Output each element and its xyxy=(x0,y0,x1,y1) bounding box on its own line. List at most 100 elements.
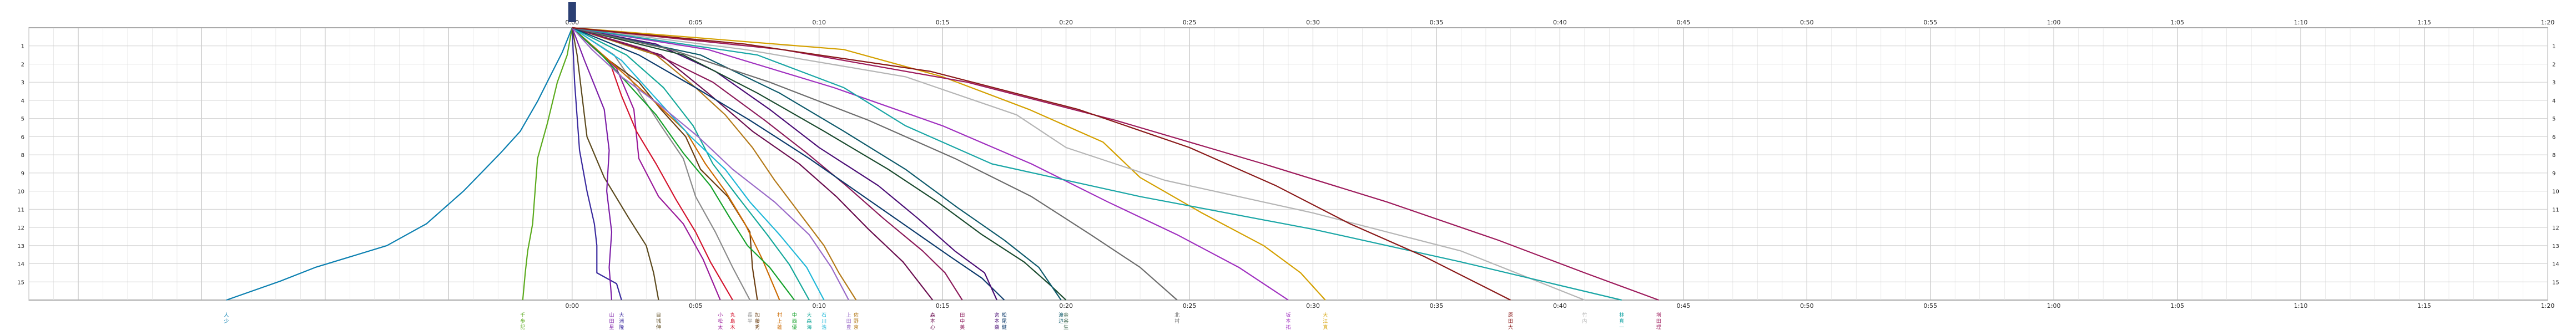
finish-label-char: 島 xyxy=(730,318,735,324)
finish-label-char: 目 xyxy=(656,312,661,318)
series-line-28 xyxy=(572,27,1511,301)
finish-label-3: 大浦隆 xyxy=(619,312,624,331)
x-tick-label-bottom: 0:15 xyxy=(936,302,950,309)
finish-label-23: 坂本拓 xyxy=(1286,312,1290,331)
x-tick-label-top: 0:40 xyxy=(1553,19,1567,26)
lane-label-right: 4 xyxy=(2552,98,2555,104)
x-tick-label-bottom: 1:05 xyxy=(2170,302,2184,309)
series-line-11 xyxy=(572,27,795,301)
x-tick-label-top: 0:20 xyxy=(1059,19,1073,26)
start-marker xyxy=(568,2,576,22)
series-line-7 xyxy=(572,27,733,301)
finish-label-char: 城 xyxy=(656,318,661,324)
x-tick-label-bottom: 1:20 xyxy=(2541,302,2555,309)
x-tick-label-bottom: 0:00 xyxy=(565,302,579,309)
x-tick-label-bottom: 0:55 xyxy=(1923,302,1937,309)
finish-label-char: 雄 xyxy=(777,324,782,331)
lane-label-right: 6 xyxy=(2552,134,2555,140)
finish-label-20: 金谷生 xyxy=(1063,312,1068,331)
lane-label-left: 9 xyxy=(21,171,24,177)
x-tick-label-top: 0:15 xyxy=(936,19,950,26)
series-line-1 xyxy=(226,27,573,301)
x-tick-label-bottom: 0:05 xyxy=(689,302,703,309)
finish-label-22: 北村 xyxy=(1174,312,1179,324)
finish-label-8: 長平 xyxy=(748,312,753,324)
finish-label-2: 千歩記 xyxy=(520,312,525,331)
finish-label-char: 秀 xyxy=(755,324,760,331)
finish-label-char: 加 xyxy=(755,312,760,318)
finish-label-char: 辺 xyxy=(1058,318,1063,324)
lane-label-left: 6 xyxy=(21,134,24,140)
finish-label-24: 大江真 xyxy=(1323,312,1328,331)
series-line-16 xyxy=(572,27,934,301)
x-tick-label-top: 0:30 xyxy=(1306,19,1320,26)
finish-label-char: 生 xyxy=(1063,324,1068,331)
finish-label-char: 渡 xyxy=(1058,312,1063,318)
finish-label-char: 中 xyxy=(792,312,797,318)
finish-label-char: 西 xyxy=(792,318,797,324)
finish-label-char: 豊 xyxy=(846,324,851,331)
finish-label-char: 上 xyxy=(777,318,782,324)
finish-label-char: 隆 xyxy=(619,324,624,331)
lane-label-left: 1 xyxy=(21,44,24,50)
finish-label-19: 宮本楽 xyxy=(995,312,1000,331)
x-tick-label-top: 1:05 xyxy=(2170,19,2184,26)
x-tick-label-top: 1:00 xyxy=(2047,19,2061,26)
series-line-4 xyxy=(571,27,659,301)
x-tick-label-bottom: 0:25 xyxy=(1183,302,1197,309)
finish-label-char: 平 xyxy=(748,318,753,324)
finish-label-char: 田 xyxy=(1656,318,1661,324)
finish-label-char: 田 xyxy=(960,312,965,318)
x-tick-label-top: 1:10 xyxy=(2294,19,2308,26)
finish-label-char: 坂 xyxy=(1286,312,1290,318)
finish-label-27: 増田理 xyxy=(1656,312,1661,331)
finish-label-char: 楽 xyxy=(995,324,1000,331)
finish-label-char: 大 xyxy=(806,312,811,318)
finish-label-char: 松 xyxy=(718,318,723,324)
finish-label-15: 上田豊 xyxy=(846,312,851,331)
series-line-10 xyxy=(572,27,780,301)
lane-label-left: 8 xyxy=(21,153,24,159)
x-tick-label-bottom: 0:45 xyxy=(1676,302,1690,309)
x-tick-label-top: 0:35 xyxy=(1430,19,1444,26)
x-tick-label-bottom: 0:35 xyxy=(1430,302,1444,309)
finish-label-char: 拓 xyxy=(1286,324,1290,331)
x-tick-label-bottom: 0:20 xyxy=(1059,302,1073,309)
finish-label-char: 村 xyxy=(777,312,782,318)
lane-label-right: 12 xyxy=(2552,225,2559,231)
lane-label-left: 11 xyxy=(17,207,24,213)
finish-label-char: 北 xyxy=(1174,312,1179,318)
series-line-17 xyxy=(572,27,963,301)
series-line-13 xyxy=(572,27,825,301)
x-tick-label-bottom: 1:10 xyxy=(2294,302,2308,309)
x-tick-label-bottom: 0:40 xyxy=(1553,302,1567,309)
finish-label-char: 中 xyxy=(960,318,965,324)
lane-label-left: 12 xyxy=(17,225,24,231)
lane-label-right: 1 xyxy=(2552,44,2555,50)
lane-label-left: 10 xyxy=(17,189,24,195)
lane-label-right: 9 xyxy=(2552,171,2555,177)
lane-label-right: 8 xyxy=(2552,153,2555,159)
finish-label-12: 大森海 xyxy=(806,312,811,331)
finish-label-11: 中西優 xyxy=(792,312,797,331)
finish-label-char: 海 xyxy=(806,324,811,331)
lane-label-left: 4 xyxy=(21,98,24,104)
finish-label-char: 太 xyxy=(718,324,723,331)
x-tick-label-top: 1:15 xyxy=(2417,19,2431,26)
finish-label-char: 健 xyxy=(1002,324,1007,331)
finish-label-char: 松 xyxy=(1002,312,1007,318)
finish-label-char: 宮 xyxy=(995,312,1000,318)
finish-label-7: 丸島木 xyxy=(730,312,735,331)
x-tick-label-top: 0:25 xyxy=(1183,19,1197,26)
finish-label-4: 目城伸 xyxy=(656,312,661,331)
finish-label-char: 増 xyxy=(1656,312,1661,318)
finish-label-char: 大 xyxy=(619,312,624,318)
finish-label-char: 内 xyxy=(1582,318,1587,324)
finish-label-char: 尾 xyxy=(1002,318,1007,324)
series-line-23 xyxy=(572,27,1289,301)
x-tick-label-top: 0:45 xyxy=(1676,19,1690,26)
finish-label-char: 星 xyxy=(609,324,614,331)
finish-label-char: 上 xyxy=(846,312,851,318)
lane-label-left: 13 xyxy=(17,243,24,250)
finish-label-char: 木 xyxy=(730,324,735,331)
